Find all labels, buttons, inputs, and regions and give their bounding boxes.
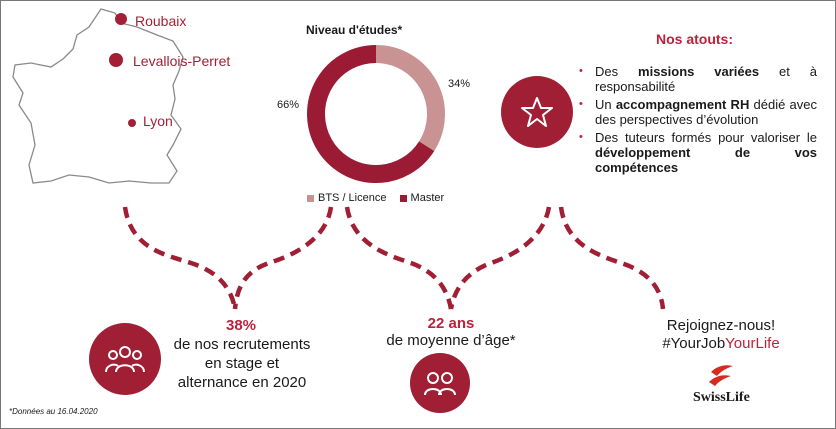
age-value: 22 ans xyxy=(427,315,475,332)
star-badge xyxy=(501,76,573,148)
atouts-title: Nos atouts: xyxy=(656,31,733,47)
hashtag-suffix: YourLife xyxy=(725,335,780,352)
city-roubaix: Roubaix xyxy=(135,13,187,29)
legend-label-bts: BTS / Licence xyxy=(318,192,387,204)
recruit-line-2: en stage et xyxy=(204,355,280,372)
cta-text: Rejoignez-nous! xyxy=(666,317,776,334)
recruit-percent: 38% xyxy=(225,317,257,334)
levallois-dot xyxy=(109,53,123,67)
chart-legend: BTS / Licence Master xyxy=(307,192,444,204)
donut-slice-bts xyxy=(375,45,445,151)
group-badge xyxy=(89,323,161,395)
hashtag-prefix: #YourJob xyxy=(662,335,726,352)
atout-item: Des missions variées et à responsabilité xyxy=(577,64,817,94)
education-donut-chart xyxy=(307,45,445,183)
city-levallois: Levallois-Perret xyxy=(133,53,231,69)
footnote: *Données au 16.04.2020 xyxy=(9,407,98,416)
atouts-list: Des missions variées et à responsabilité… xyxy=(577,64,817,178)
couple-badge xyxy=(410,353,470,413)
slice-label-master: 66% xyxy=(277,99,300,111)
atout-item: Des tuteurs formés pour valoriser le dév… xyxy=(577,130,817,175)
legend-swatch-master xyxy=(399,194,407,202)
two-people-icon xyxy=(424,372,456,396)
age-label: de moyenne d’âge* xyxy=(386,332,516,349)
city-lyon: Lyon xyxy=(143,113,173,129)
recruit-line-1: de nos recrutements xyxy=(173,336,311,353)
roubaix-dot xyxy=(115,13,127,25)
legend-swatch-bts xyxy=(307,194,314,202)
legend-label-master: Master xyxy=(410,192,445,204)
recruit-line-3: alternance en 2020 xyxy=(177,374,307,391)
france-map xyxy=(12,8,184,184)
donut-slice-master xyxy=(307,45,435,183)
swisslife-logo-text: SwissLife xyxy=(693,390,750,405)
swisslife-logo-mark xyxy=(709,365,733,386)
legend-item-bts: BTS / Licence xyxy=(307,192,390,204)
recruit-text: de nos recrutements en stage et alternan… xyxy=(161,335,323,392)
atout-item: Un accompagnement RH dédié avec des pers… xyxy=(577,97,817,127)
group-people-icon xyxy=(105,346,145,373)
star-icon xyxy=(521,97,553,127)
lyon-dot xyxy=(128,119,136,127)
cta-hashtag[interactable]: #YourJobYourLife xyxy=(641,335,801,352)
legend-item-master: Master xyxy=(399,192,445,204)
chart-title: Niveau d'études* xyxy=(306,23,403,37)
slice-label-bts: 34% xyxy=(448,78,471,90)
